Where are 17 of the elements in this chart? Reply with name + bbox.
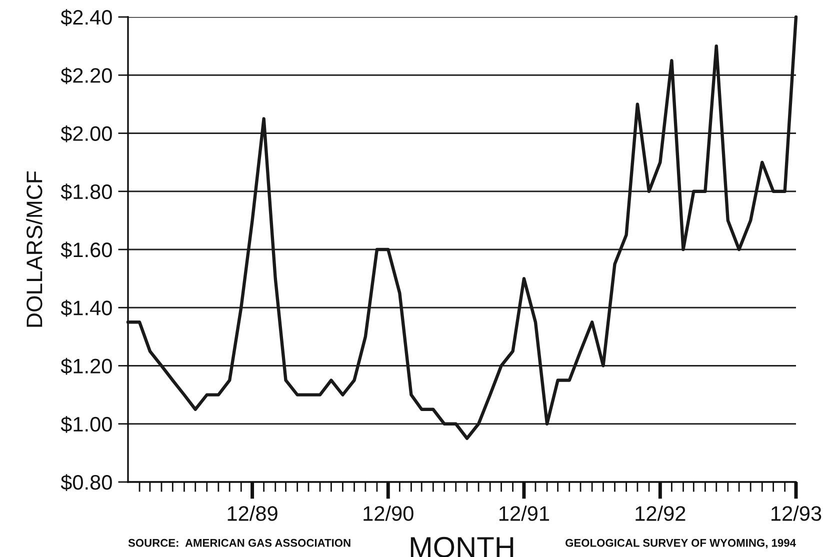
y-tick-label: $0.80 bbox=[60, 474, 112, 491]
text: GEOLOGICAL SURVEY OF WYOMING, 1994 bbox=[566, 538, 796, 548]
x-tick-label: 12/90 bbox=[364, 506, 414, 521]
x-tick-label: 12/91 bbox=[499, 506, 550, 521]
x-tick-label: 12/93 bbox=[772, 506, 822, 521]
y-tick-label: $1.00 bbox=[60, 416, 112, 433]
y-tick-label: $1.40 bbox=[60, 300, 112, 317]
y-axis-title: DOLLARS/MCF bbox=[26, 171, 42, 327]
x-tick-label: 12/92 bbox=[636, 506, 686, 521]
y-tick-label: $2.40 bbox=[60, 9, 112, 26]
x-tick-label: 12/89 bbox=[228, 506, 278, 521]
y-tick-label: $1.60 bbox=[60, 242, 112, 258]
y-tick-label: $2.00 bbox=[60, 125, 112, 142]
y-tick-label: $2.20 bbox=[60, 67, 112, 84]
source-note: SOURCE: AMERICAN GAS ASSOCIATION bbox=[128, 538, 350, 547]
y-tick-label: $1.80 bbox=[60, 184, 112, 200]
y-tick-label: $1.20 bbox=[60, 358, 112, 375]
